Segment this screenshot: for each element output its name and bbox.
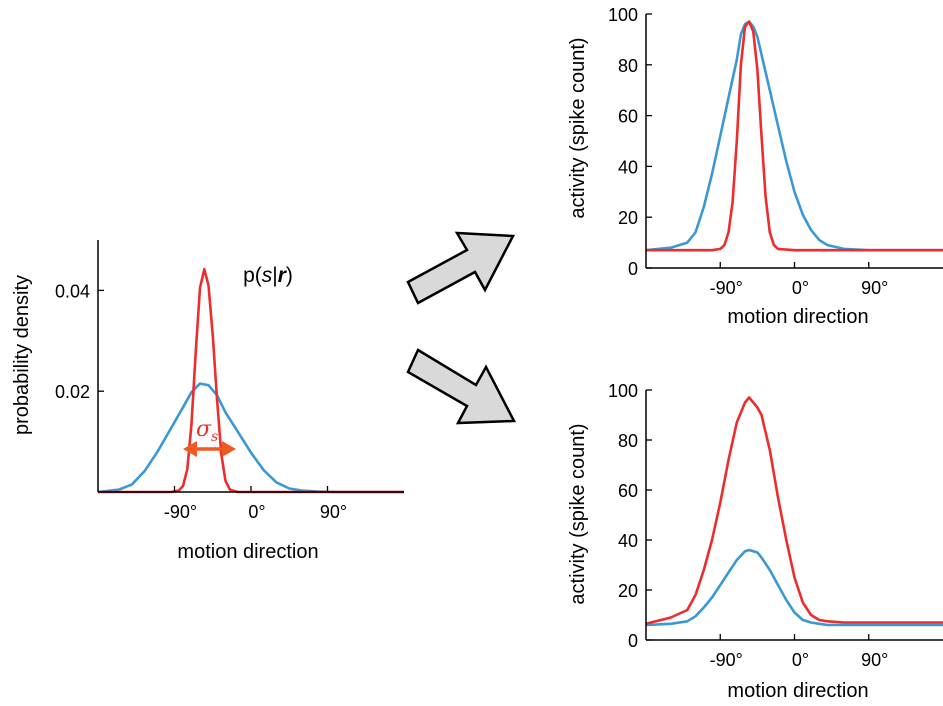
tuning-top-y-tick-label: 0 xyxy=(628,259,638,279)
tuning-bottom-y-tick-label: 0 xyxy=(628,631,638,651)
posterior-panel: -90° 0° 90° 0.02 0.04 motion direction proba… xyxy=(11,240,404,563)
tuning-top-series-blue-line xyxy=(645,20,943,252)
posterior-annotation: p(s|r) xyxy=(243,264,293,287)
tuning-top-y-tick-label: 100 xyxy=(608,5,638,25)
tuning-bottom-y-tick-label: 20 xyxy=(618,581,638,601)
tuning-top-y-tick-label: 20 xyxy=(618,208,638,228)
tuning-top-panel: -90° 0° 90° 0 20 40 60 80 100 motion direction a… xyxy=(567,5,943,328)
tuning-bottom-x-tick-label: -90° xyxy=(710,650,743,670)
sigma-s-label: σs xyxy=(196,417,218,445)
posterior-series-red-line xyxy=(98,267,404,494)
tuning-top-y-tick-label: 40 xyxy=(618,157,638,177)
tuning-bottom-y-tick-label: 40 xyxy=(618,531,638,551)
tuning-top-y-axis-label: activity (spike count) xyxy=(567,37,589,218)
tuning-bottom-series-red-line xyxy=(645,396,943,626)
tuning-top-x-tick-label: -90° xyxy=(710,278,743,298)
tuning-bottom-x-axis-label: motion direction xyxy=(727,680,868,702)
tuning-bottom-series-blue-line xyxy=(645,548,943,627)
posterior-y-tick-label: 0.02 xyxy=(55,382,90,402)
tuning-top-y-tick-label: 60 xyxy=(618,107,638,127)
tuning-top-x-axis-label: motion direction xyxy=(727,306,868,328)
posterior-y-tick-label: 0.04 xyxy=(55,281,90,301)
tuning-bottom-x-tick-label: 90° xyxy=(861,650,888,670)
tuning-bottom-y-axis-label: activity (spike count) xyxy=(567,423,589,604)
tuning-top-series-red-line xyxy=(646,20,943,252)
tuning-top-x-tick-label: 90° xyxy=(861,278,888,298)
tuning-top-y-tick-label: 80 xyxy=(618,56,638,76)
arrow-up-right-icon xyxy=(406,231,516,305)
block-arrows xyxy=(406,231,517,425)
tuning-bottom-y-tick-label: 60 xyxy=(618,481,638,501)
posterior-y-axis-label: probability density xyxy=(11,275,33,435)
posterior-x-tick-label: 0° xyxy=(248,502,265,522)
tuning-bottom-x-tick-label: 0° xyxy=(792,650,809,670)
tuning-bottom-y-tick-label: 80 xyxy=(618,431,638,451)
posterior-x-tick-label: -90° xyxy=(164,502,197,522)
sigma-width-arrow xyxy=(183,441,236,457)
tuning-top-x-tick-label: 0° xyxy=(792,278,809,298)
arrow-down-right-icon xyxy=(406,348,517,425)
posterior-x-tick-label: 90° xyxy=(320,502,347,522)
tuning-bottom-y-tick-label: 100 xyxy=(608,381,638,401)
posterior-x-axis-label: motion direction xyxy=(177,541,318,563)
tuning-bottom-panel: -90° 0° 90° 0 20 40 60 80 100 motion direction a… xyxy=(567,381,943,702)
posterior-series-blue-line xyxy=(97,382,404,494)
